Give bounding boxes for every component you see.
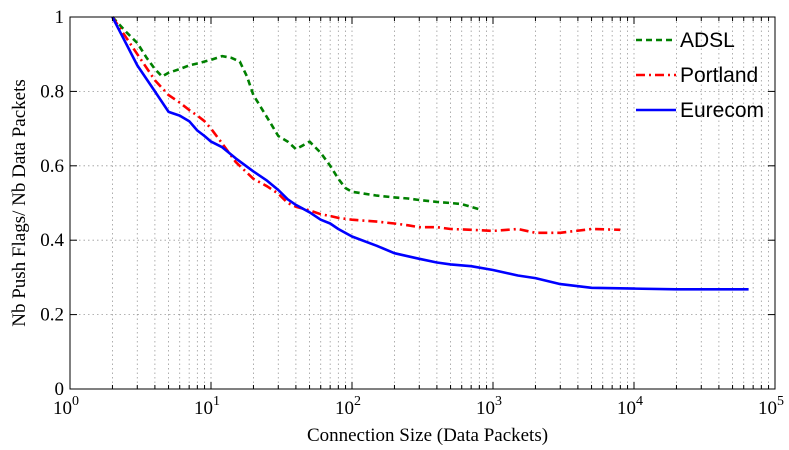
x-tick-label-exponent: 0 [72, 394, 79, 409]
x-tick-label-exponent: 3 [495, 394, 502, 409]
y-tick-label: 0 [55, 379, 65, 400]
x-tick-label: 103 [476, 394, 502, 419]
y-tick-label: 0.2 [40, 305, 64, 326]
legend: ADSL Portland Eurecom [636, 29, 764, 122]
x-tick-label-exponent: 2 [354, 394, 361, 409]
x-tick-label-base: 10 [758, 398, 777, 419]
series-line-eurecom [111, 16, 749, 291]
x-tick-label: 105 [758, 394, 784, 419]
y-tick-label: 0.4 [40, 230, 64, 251]
y-axis-title: Nb Push Flags/ Nb Data Packets [9, 79, 30, 327]
y-tick-label: 0.6 [40, 156, 64, 177]
series-line-adsl [111, 16, 480, 211]
x-tick-label: 104 [617, 394, 643, 419]
x-tick-label: 101 [194, 394, 220, 419]
legend-label-portland: Portland [680, 64, 758, 87]
plot-frame [69, 16, 776, 390]
x-tick-label-exponent: 1 [213, 394, 220, 409]
x-tick-label: 102 [335, 394, 361, 419]
x-tick-label: 100 [53, 394, 79, 419]
y-tick-label: 1 [55, 7, 65, 28]
x-tick-label-base: 10 [194, 398, 213, 419]
ticks [69, 16, 775, 390]
x-tick-label-base: 10 [335, 398, 354, 419]
series-line-portland [111, 16, 621, 235]
x-tick-label-base: 10 [53, 398, 72, 419]
x-axis-title: Connection Size (Data Packets) [307, 425, 548, 445]
x-tick-label-exponent: 4 [636, 394, 643, 409]
series-layer [111, 16, 749, 291]
x-tick-label-base: 10 [476, 398, 495, 419]
legend-label-adsl: ADSL [680, 29, 735, 52]
y-tick-label: 0.8 [40, 81, 64, 102]
legend-label-eurecom: Eurecom [680, 99, 764, 122]
x-tick-label-exponent: 5 [777, 394, 784, 409]
x-tick-label-base: 10 [617, 398, 636, 419]
grid [70, 17, 775, 389]
